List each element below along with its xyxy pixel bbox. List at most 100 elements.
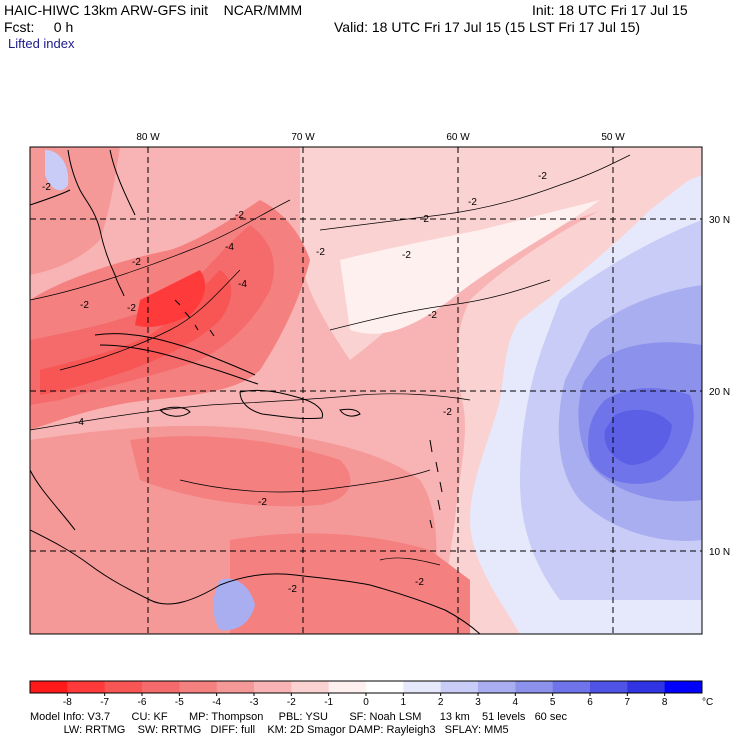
colorbar-label: 3 (475, 697, 481, 708)
colorbar-swatch (104, 681, 143, 693)
colorbar-swatch (179, 681, 218, 693)
central-america-coast (30, 469, 76, 531)
lat-label-10n: 10 N (709, 547, 730, 558)
cuba-south (99, 344, 259, 385)
lat-label-30n: 30 N (709, 215, 730, 226)
contour-label: -2 (132, 257, 141, 268)
colorbar-swatch (403, 681, 442, 693)
colorbar-label: 4 (513, 697, 519, 708)
colorbar-label: 0 (363, 697, 369, 708)
colorbar-swatch (590, 681, 628, 693)
lon-label-70w: 70 W (291, 132, 315, 143)
colorbar-label: -8 (63, 697, 72, 708)
contour-line (379, 557, 441, 566)
field-neutral-strip (340, 200, 600, 334)
field-positive-6 (604, 409, 672, 465)
graticule (30, 147, 702, 634)
colorbar-unit: °C (702, 697, 713, 708)
field-andes-stable (213, 578, 255, 631)
colorbar-swatch (67, 681, 106, 693)
field-caribbean-core (130, 436, 351, 507)
contour-line (179, 469, 431, 493)
puerto-rico (339, 408, 361, 417)
contour-label: -2 (538, 171, 547, 182)
model-title: HAIC-HIWC 13km ARW-GFS init NCAR/MMM (4, 2, 303, 18)
colorbar-label: 1 (401, 697, 407, 708)
colorbar-label: -5 (175, 697, 184, 708)
lon-label-80w: 80 W (136, 132, 160, 143)
jamaica (159, 406, 191, 417)
colorbar-swatch (478, 681, 516, 693)
contour-line (319, 154, 631, 231)
lon-label-50w: 50 W (601, 132, 625, 143)
contour-label: -2 (415, 577, 424, 588)
contour-line (30, 199, 291, 301)
colorbar-label: -4 (212, 697, 221, 708)
colorbar-swatch (552, 681, 591, 693)
colorbar-swatch (328, 681, 367, 693)
colorbar-swatch (664, 681, 703, 693)
init-time: Init: 18 UTC Fri 17 Jul 15 (532, 2, 688, 18)
colorbar-label: 6 (587, 697, 593, 708)
contour-label: -2 (468, 197, 477, 208)
colorbar-label: -7 (100, 697, 109, 708)
model-info-line-1: Model Info: V3.7 CU: KF MP: Thompson PBL… (30, 711, 567, 723)
contour-lines (30, 154, 631, 566)
hispaniola (239, 389, 324, 419)
contour-line (30, 393, 471, 431)
cuba-north (94, 333, 256, 376)
field-name: Lifted index (8, 36, 75, 51)
colorbar: -8 -7 -6 -5 -4 -3 -2 -1 0 1 2 3 4 5 6 7 8 °C (29, 680, 713, 708)
contour-label: -2 (80, 300, 89, 311)
contour-line (59, 269, 241, 371)
colorbar-swatch (515, 681, 554, 693)
contour-label: -2 (428, 310, 437, 321)
contour-label: -4 (238, 279, 247, 290)
lon-label-60w: 60 W (446, 132, 470, 143)
colorbar-swatch (627, 681, 666, 693)
colorbar-swatch (30, 681, 68, 693)
colorbar-swatch (440, 681, 479, 693)
contour-label: -2 (316, 247, 325, 258)
contour-label: -2 (288, 584, 297, 595)
contour-label: -2 (402, 250, 411, 261)
lesser-antilles (429, 439, 443, 529)
colorbar-label: 8 (662, 697, 668, 708)
colorbar-swatch (366, 681, 404, 693)
colorbar-label: -3 (250, 697, 259, 708)
colorbar-label: 7 (625, 697, 631, 708)
contour-label: -4 (75, 417, 84, 428)
contour-line (329, 279, 551, 331)
valid-time: Valid: 18 UTC Fri 17 Jul 15 (15 LST Fri … (334, 19, 641, 35)
florida-coast (67, 149, 125, 297)
colorbar-label: -2 (287, 697, 296, 708)
contour-labels: -2 -2 -2 -2 -2 -2 -2 -2 -2 -2 -2 -2 -2 -… (42, 171, 547, 595)
contour-label: -2 (258, 497, 267, 508)
us-east-coast (109, 149, 136, 216)
field-gulf-stable (45, 150, 69, 191)
contour-label: -2 (127, 303, 136, 314)
lat-label-20n: 20 N (709, 387, 730, 398)
contour-label: -4 (225, 242, 234, 253)
colorbar-swatch (254, 681, 292, 693)
forecast-hour: Fcst: 0 h (4, 19, 74, 35)
bahamas (174, 299, 215, 337)
colorbar-swatch (216, 681, 255, 693)
contour-label: -2 (235, 210, 244, 221)
colorbar-label: 2 (438, 697, 444, 708)
colorbar-label: -1 (324, 697, 333, 708)
gulf-coast (30, 189, 71, 206)
map-frame (29, 146, 703, 635)
colorbar-swatch (291, 681, 330, 693)
colorbar-swatch (142, 681, 180, 693)
contour-label: -2 (443, 407, 452, 418)
colorbar-label: 5 (550, 697, 556, 708)
colorbar-label: -6 (138, 697, 147, 708)
field-unstable-3 (40, 270, 232, 395)
field-unstable-4 (135, 270, 206, 327)
model-info-line-2: LW: RRTMG SW: RRTMG DIFF: full KM: 2D Sm… (30, 724, 509, 736)
contour-label: -2 (42, 182, 51, 193)
coastlines (30, 149, 481, 634)
south-america-coast (30, 529, 481, 634)
